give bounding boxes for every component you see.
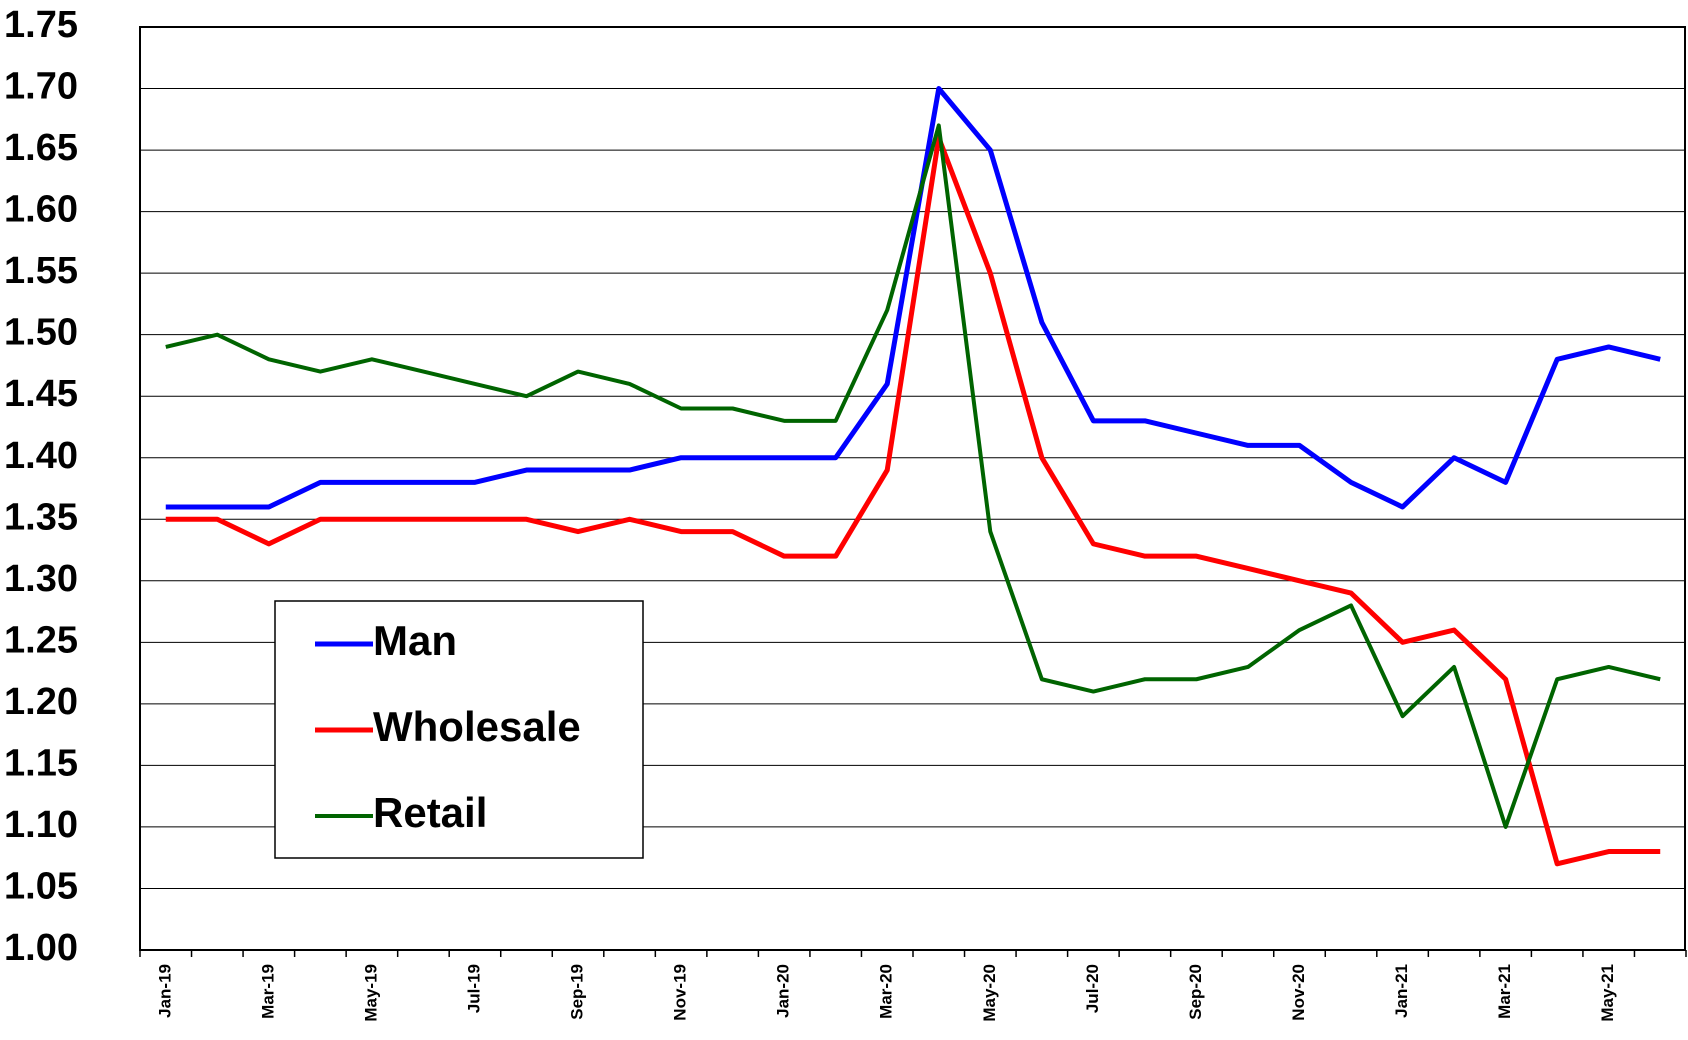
y-tick-label: 1.35 [4, 496, 78, 538]
x-tick-label: Jan-21 [1392, 964, 1411, 1018]
y-tick-label: 1.40 [4, 435, 78, 477]
line-series [165, 135, 1661, 867]
y-tick-label: 1.00 [4, 927, 78, 969]
x-tick-label: Jul-20 [1083, 964, 1102, 1013]
legend-label: Man [373, 617, 457, 664]
x-tick-label: Mar-21 [1495, 964, 1514, 1019]
x-tick-label: May-19 [361, 964, 380, 1022]
y-tick-label: 1.15 [4, 742, 78, 784]
y-tick-label: 1.30 [4, 558, 78, 600]
y-tick-label: 1.60 [4, 189, 78, 231]
y-tick-label: 1.65 [4, 127, 78, 169]
x-tick-label: Sep-19 [568, 964, 587, 1020]
line-series [165, 123, 1661, 829]
x-tick-label: Mar-19 [258, 964, 277, 1019]
x-tick-label: Nov-19 [671, 964, 690, 1021]
y-tick-label: 1.05 [4, 865, 78, 907]
y-tick-label: 1.70 [4, 66, 78, 108]
x-tick-label: May-20 [980, 964, 999, 1022]
line-series [165, 86, 1661, 510]
y-tick-label: 1.75 [4, 4, 78, 46]
x-tick-label: May-21 [1598, 964, 1617, 1022]
x-tick-label: Jan-19 [155, 964, 174, 1018]
x-tick-label: Jul-19 [464, 964, 483, 1013]
y-tick-label: 1.50 [4, 312, 78, 354]
y-tick-label: 1.25 [4, 619, 78, 661]
x-tick-label: Sep-20 [1186, 964, 1205, 1020]
y-tick-label: 1.55 [4, 250, 78, 292]
y-tick-label: 1.20 [4, 681, 78, 723]
y-tick-label: 1.10 [4, 804, 78, 846]
x-tick-label: Nov-20 [1289, 964, 1308, 1021]
y-tick-label: 1.45 [4, 373, 78, 415]
legend-label: Retail [373, 789, 487, 836]
x-tick-label: Jan-20 [774, 964, 793, 1018]
x-tick-label: Mar-20 [877, 964, 896, 1019]
legend-label: Wholesale [373, 703, 581, 750]
